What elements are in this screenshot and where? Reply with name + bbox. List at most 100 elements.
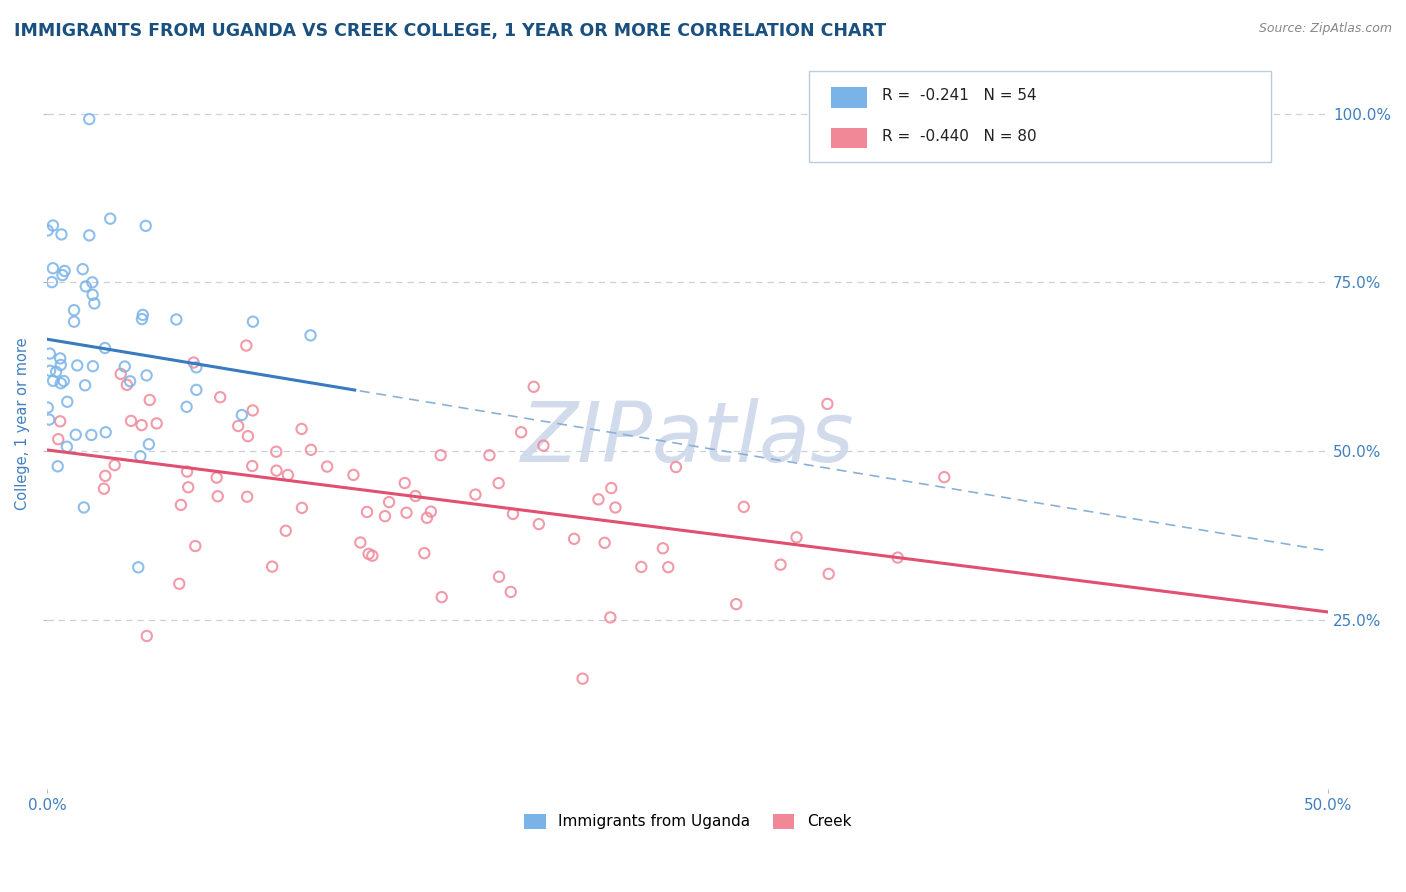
Point	[120, 374, 142, 388]
FancyBboxPatch shape	[810, 70, 1271, 161]
Point	[132, 308, 155, 322]
Point	[49, 351, 72, 366]
Point	[42, 374, 65, 388]
Point	[94, 468, 117, 483]
Point	[145, 417, 167, 431]
Point	[299, 442, 322, 457]
Point	[46, 432, 69, 446]
Point	[510, 425, 533, 440]
Point	[186, 360, 208, 375]
Y-axis label: College, 1 year or more: College, 1 year or more	[15, 338, 30, 510]
Point	[665, 460, 688, 475]
Point	[82, 359, 104, 374]
Point	[769, 558, 792, 572]
Point	[886, 550, 908, 565]
Point	[357, 547, 380, 561]
Point	[291, 500, 314, 515]
Point	[184, 539, 207, 553]
Point	[378, 495, 401, 509]
Point	[38, 412, 60, 426]
Point	[502, 507, 524, 521]
Point	[176, 400, 198, 414]
Point	[167, 576, 190, 591]
Point	[63, 315, 86, 329]
Point	[82, 287, 104, 301]
Point	[131, 312, 153, 326]
Point	[242, 315, 264, 329]
Point	[815, 397, 838, 411]
Point	[83, 296, 105, 310]
Point	[63, 303, 86, 318]
FancyBboxPatch shape	[831, 87, 868, 108]
Point	[65, 427, 87, 442]
Point	[129, 450, 152, 464]
Point	[37, 401, 59, 415]
Point	[73, 500, 96, 515]
Point	[242, 403, 264, 417]
Text: Source: ZipAtlas.com: Source: ZipAtlas.com	[1258, 22, 1392, 36]
Point	[733, 500, 755, 514]
Point	[42, 261, 65, 276]
Point	[49, 414, 72, 428]
Point	[416, 511, 439, 525]
Point	[114, 359, 136, 374]
Point	[135, 219, 157, 233]
Point	[374, 509, 396, 524]
Point	[527, 517, 550, 532]
Point	[138, 437, 160, 451]
Point	[413, 546, 436, 560]
Point	[523, 380, 546, 394]
Point	[226, 419, 249, 434]
Point	[49, 358, 72, 372]
Point	[277, 468, 299, 483]
Point	[593, 536, 616, 550]
Point	[533, 439, 555, 453]
Point	[207, 489, 229, 503]
Legend: Immigrants from Uganda, Creek: Immigrants from Uganda, Creek	[519, 808, 858, 836]
Point	[488, 476, 510, 491]
Point	[37, 223, 59, 237]
Point	[110, 367, 132, 381]
Point	[499, 585, 522, 599]
Point	[205, 470, 228, 484]
Point	[135, 368, 157, 383]
Point	[291, 422, 314, 436]
Point	[429, 448, 451, 462]
Point	[104, 458, 127, 472]
Point	[934, 470, 956, 484]
Point	[56, 440, 79, 454]
Point	[165, 312, 187, 326]
Point	[53, 264, 76, 278]
Point	[135, 629, 157, 643]
Point	[274, 524, 297, 538]
Point	[817, 566, 839, 581]
Point	[395, 506, 418, 520]
FancyBboxPatch shape	[831, 128, 868, 148]
Point	[488, 570, 510, 584]
Point	[176, 465, 198, 479]
Point	[120, 414, 142, 428]
Text: IMMIGRANTS FROM UGANDA VS CREEK COLLEGE, 1 YEAR OR MORE CORRELATION CHART: IMMIGRANTS FROM UGANDA VS CREEK COLLEGE,…	[14, 22, 886, 40]
Point	[231, 408, 253, 422]
Point	[419, 505, 441, 519]
Point	[605, 500, 627, 515]
Point	[138, 392, 160, 407]
Point	[66, 359, 89, 373]
Point	[75, 378, 97, 392]
Point	[430, 590, 453, 604]
Point	[349, 535, 371, 549]
Point	[464, 487, 486, 501]
Point	[786, 530, 808, 544]
Point	[77, 112, 100, 127]
Point	[79, 228, 101, 243]
Text: ZIPatlas: ZIPatlas	[522, 398, 855, 479]
Point	[38, 346, 60, 360]
Point	[93, 482, 115, 496]
Point	[264, 444, 287, 458]
Text: R =  -0.241   N = 54: R = -0.241 N = 54	[883, 88, 1038, 103]
Point	[51, 268, 73, 282]
Point	[131, 418, 153, 433]
Point	[478, 448, 501, 462]
Point	[186, 383, 208, 397]
Text: R =  -0.440   N = 80: R = -0.440 N = 80	[883, 128, 1038, 144]
